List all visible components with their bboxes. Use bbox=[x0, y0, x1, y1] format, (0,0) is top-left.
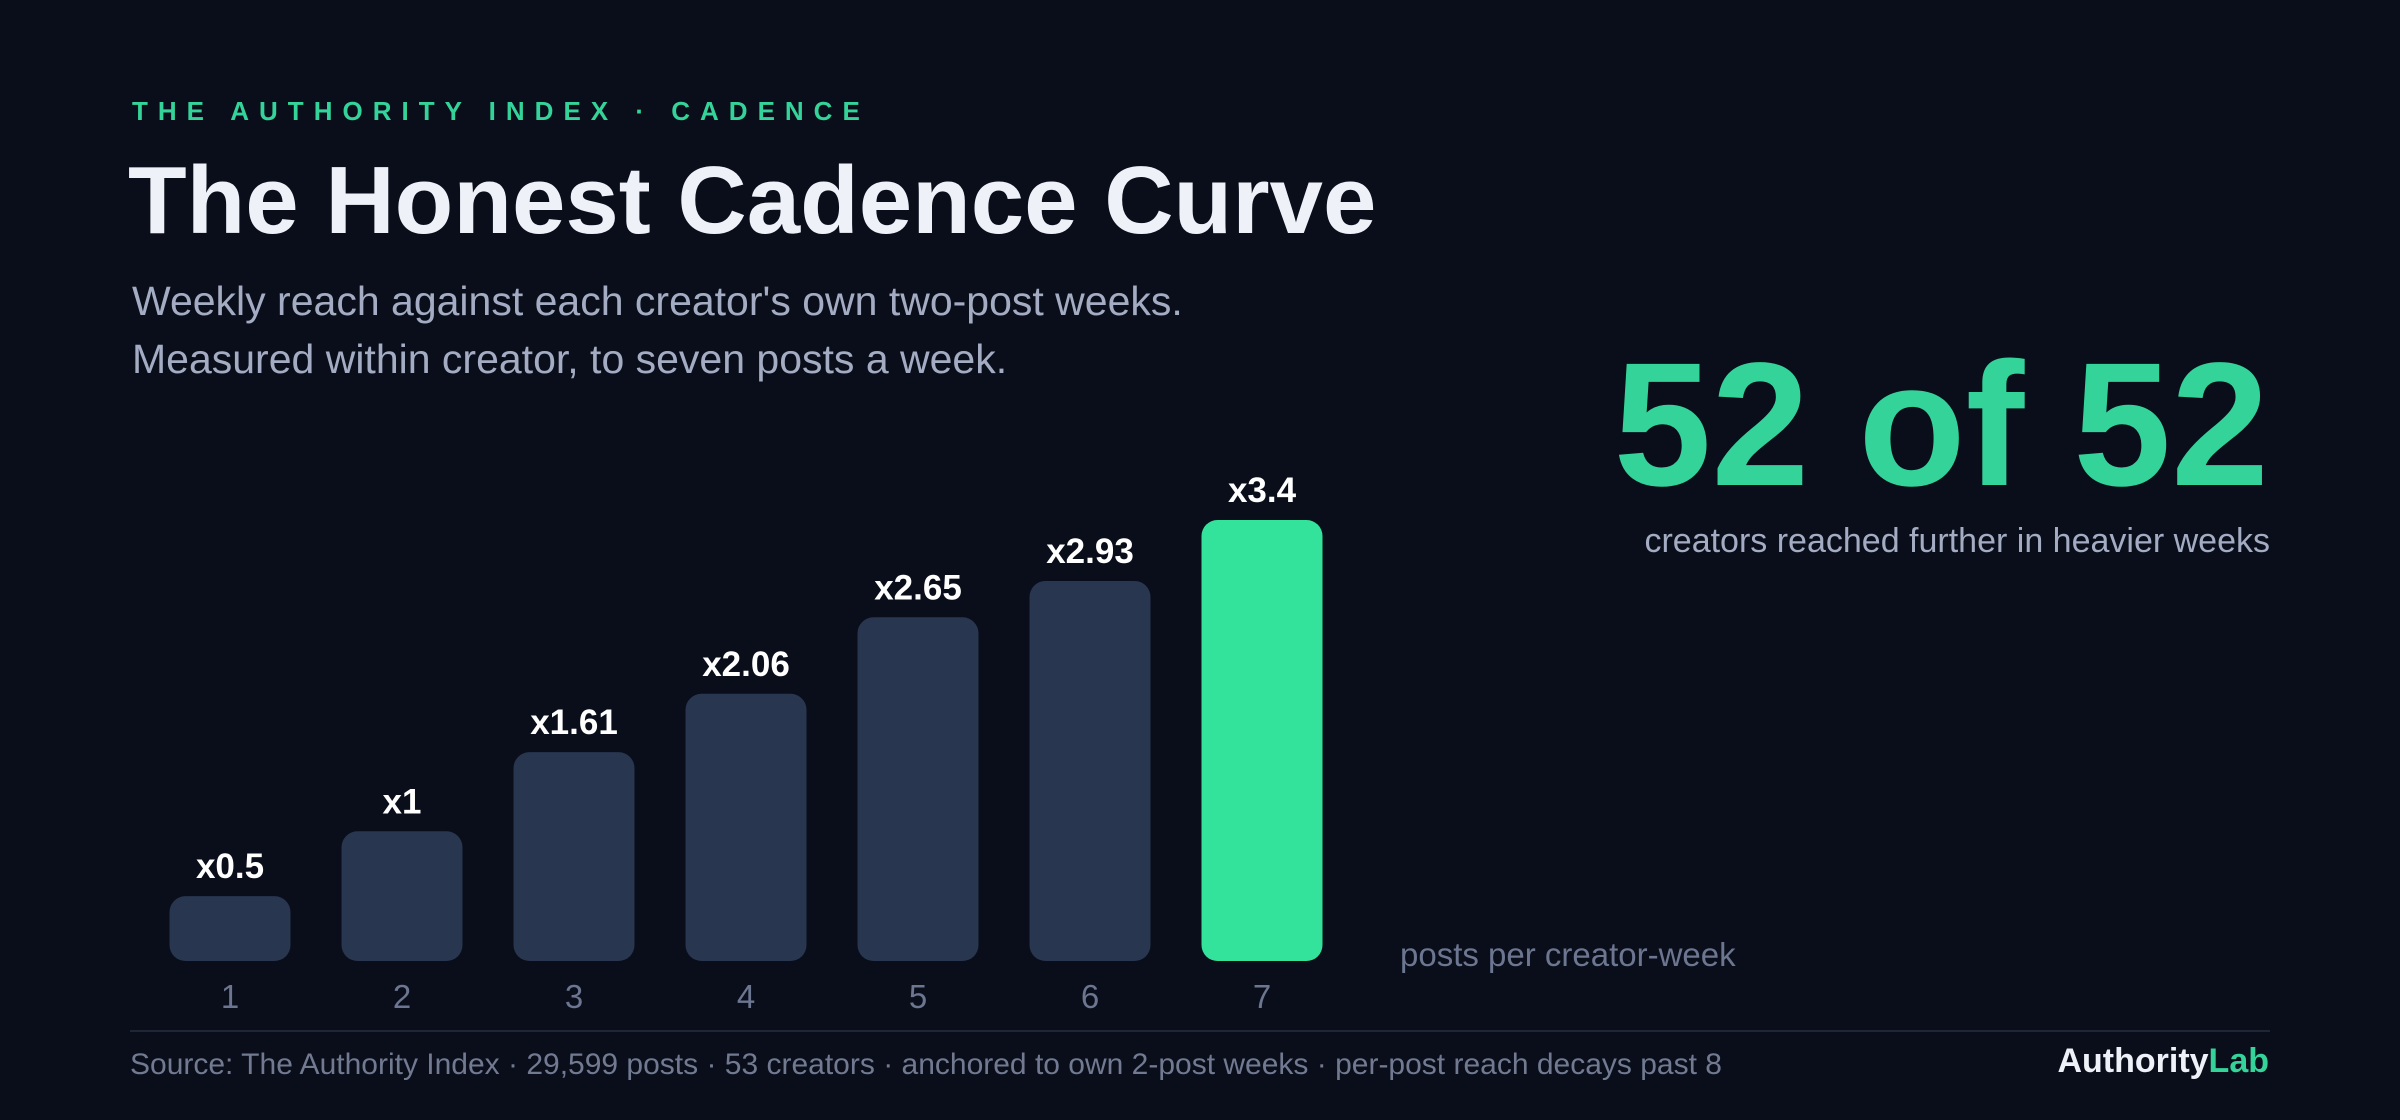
data-label-4: x2.06 bbox=[702, 645, 790, 684]
x-tick-label-4: 4 bbox=[737, 978, 755, 1015]
x-tick-label-3: 3 bbox=[565, 978, 583, 1015]
bar-7 bbox=[1201, 520, 1323, 961]
x-tick-label-7: 7 bbox=[1253, 978, 1271, 1015]
bar-6 bbox=[1029, 580, 1151, 961]
chart-title: The Honest Cadence Curve bbox=[128, 147, 1377, 254]
x-tick-label-1: 1 bbox=[221, 978, 239, 1015]
data-label-7: x3.4 bbox=[1228, 471, 1297, 510]
subtitle-line-2: Measured within creator, to seven posts … bbox=[132, 336, 1008, 382]
chart-subtitle: Weekly reach against each creator's own … bbox=[132, 272, 1183, 388]
bar-4 bbox=[685, 693, 807, 961]
source-note: Source: The Authority Index · 29,599 pos… bbox=[130, 1048, 1722, 1081]
x-tick-label-2: 2 bbox=[393, 978, 411, 1015]
eyebrow: THE AUTHORITY INDEX · CADENCE bbox=[132, 96, 870, 126]
footer-divider bbox=[130, 1030, 2270, 1032]
subtitle-line-1: Weekly reach against each creator's own … bbox=[132, 278, 1183, 324]
bar-2 bbox=[341, 831, 463, 961]
highlight-caption: creators reached further in heavier week… bbox=[1644, 522, 2270, 560]
x-axis-label: posts per creator-week bbox=[1400, 936, 1736, 973]
bar-5 bbox=[857, 617, 979, 961]
data-label-3: x1.61 bbox=[530, 703, 618, 742]
data-label-2: x1 bbox=[383, 782, 422, 821]
brand-logo: AuthorityLab bbox=[2057, 1042, 2269, 1081]
bar-3 bbox=[513, 752, 635, 961]
x-tick-label-5: 5 bbox=[909, 978, 927, 1015]
data-label-6: x2.93 bbox=[1046, 532, 1134, 571]
brand-name-part-2: Lab bbox=[2208, 1042, 2269, 1080]
highlight-stat: 52 of 52 bbox=[1613, 327, 2269, 523]
data-label-1: x0.5 bbox=[196, 847, 264, 886]
data-label-5: x2.65 bbox=[874, 568, 962, 607]
x-tick-label-6: 6 bbox=[1081, 978, 1099, 1015]
brand-name-part-1: Authority bbox=[2057, 1042, 2209, 1080]
bar-1 bbox=[169, 896, 291, 961]
